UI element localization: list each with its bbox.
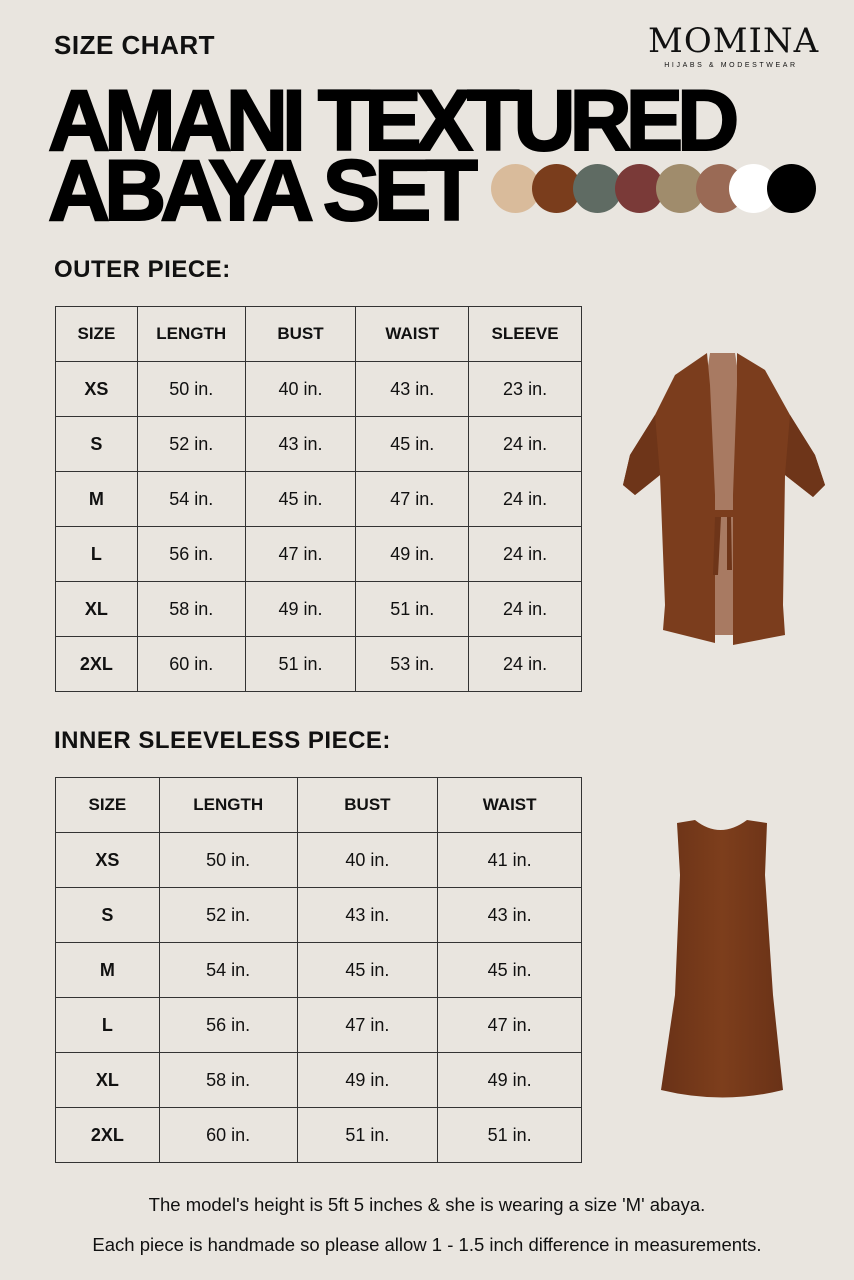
page-title-line-2: ABAYA SET [47,143,479,239]
table-row: S 52 in. 43 in. 43 in. [55,887,582,943]
measurement-cell: 45 in. [296,942,439,998]
measurement-cell: 51 in. [355,581,470,637]
measurement-cell: 47 in. [296,997,439,1053]
measurement-cell: 51 in. [437,1107,582,1163]
inner-size-table: SIZE LENGTH BUST WAIST XS 50 in. 40 in. 41 in. S… [55,777,582,1163]
size-cell: L [55,997,160,1053]
measurement-cell: 47 in. [355,471,470,527]
column-header: SIZE [55,777,160,833]
size-cell: XL [55,581,138,637]
measurement-cell: 43 in. [355,361,470,417]
outer-abaya-illustration [623,353,825,645]
measurement-cell: 54 in. [158,942,298,998]
inner-dress-illustration [661,820,783,1098]
model-height-note: The model's height is 5ft 5 inches & she… [148,1194,706,1215]
measurement-cell: 45 in. [437,942,582,998]
table-row: XL 58 in. 49 in. 51 in. 24 in. [55,581,582,637]
table-header-row: SIZE LENGTH BUST WAIST SLEEVE [55,306,582,362]
measurement-cell: 24 in. [468,471,582,527]
table-row: XS 50 in. 40 in. 41 in. [55,832,582,888]
table-row: S 52 in. 43 in. 45 in. 24 in. [55,416,582,472]
table-row: XL 58 in. 49 in. 49 in. [55,1052,582,1108]
color-swatch [491,164,540,213]
measurement-cell: 50 in. [158,832,298,888]
table-row: 2XL 60 in. 51 in. 53 in. 24 in. [55,636,582,692]
size-cell: L [55,526,138,582]
color-swatch [532,164,581,213]
measurement-cell: 47 in. [244,526,357,582]
logo-wordmark: MOMINA [648,21,820,61]
table-header-row: SIZE LENGTH BUST WAIST [55,777,582,833]
measurement-cell: 56 in. [136,526,246,582]
table-row: L 56 in. 47 in. 47 in. [55,997,582,1053]
size-cell: M [55,471,138,527]
measurement-cell: 45 in. [244,471,357,527]
logo-tagline: HIJABS & MODESTWEAR [664,62,798,69]
column-header: SLEEVE [468,306,582,362]
outer-piece-heading: OUTER PIECE: [54,256,231,283]
measurement-cell: 50 in. [136,361,246,417]
size-cell: XL [55,1052,160,1108]
measurement-cell: 43 in. [244,416,357,472]
table-row: 2XL 60 in. 51 in. 51 in. [55,1107,582,1163]
measurement-cell: 60 in. [136,636,246,692]
measurement-cell: 60 in. [158,1107,298,1163]
measurement-cell: 43 in. [437,887,582,943]
measurement-cell: 49 in. [244,581,357,637]
measurement-cell: 56 in. [158,997,298,1053]
table-row: M 54 in. 45 in. 47 in. 24 in. [55,471,582,527]
measurement-cell: 51 in. [244,636,357,692]
measurement-cell: 40 in. [244,361,357,417]
measurement-cell: 52 in. [158,887,298,943]
table-row: XS 50 in. 40 in. 43 in. 23 in. [55,361,582,417]
measurement-cell: 43 in. [296,887,439,943]
measurement-cell: 53 in. [355,636,470,692]
column-header: SIZE [55,306,138,362]
measurement-cell: 24 in. [468,636,582,692]
measurement-cell: 58 in. [136,581,246,637]
measurement-cell: 58 in. [158,1052,298,1108]
color-swatch [615,164,664,213]
size-chart-label: SIZE CHART [54,30,215,60]
size-cell: S [55,416,138,472]
page-title-line-1: AMANI TEXTURED [47,73,740,169]
table-row: L 56 in. 47 in. 49 in. 24 in. [55,526,582,582]
brand-logo: MOMINA HIJABS & MODESTWEAR [648,21,820,69]
column-header: WAIST [355,306,470,362]
column-header: LENGTH [136,306,246,362]
table-row: M 54 in. 45 in. 45 in. [55,942,582,998]
column-header: BUST [296,777,439,833]
handmade-note: Each piece is handmade so please allow 1… [92,1234,762,1255]
size-cell: M [55,942,160,998]
measurement-cell: 49 in. [355,526,470,582]
size-cell: 2XL [55,1107,160,1163]
measurement-cell: 24 in. [468,526,582,582]
measurement-cell: 49 in. [437,1052,582,1108]
measurement-cell: 49 in. [296,1052,439,1108]
measurement-cell: 54 in. [136,471,246,527]
column-header: LENGTH [158,777,298,833]
column-header: BUST [244,306,357,362]
size-cell: XS [55,832,160,888]
measurement-cell: 23 in. [468,361,582,417]
column-header: WAIST [437,777,582,833]
color-swatch [767,164,816,213]
measurement-cell: 52 in. [136,416,246,472]
size-cell: XS [55,361,138,417]
color-swatch [573,164,622,213]
size-cell: 2XL [55,636,138,692]
inner-piece-heading: INNER SLEEVELESS PIECE: [54,727,391,754]
size-cell: S [55,887,160,943]
measurement-cell: 24 in. [468,581,582,637]
outer-size-table: SIZE LENGTH BUST WAIST SLEEVE XS 50 in. 40 in. 4… [55,306,582,692]
measurement-cell: 40 in. [296,832,439,888]
measurement-cell: 51 in. [296,1107,439,1163]
measurement-cell: 47 in. [437,997,582,1053]
measurement-cell: 41 in. [437,832,582,888]
measurement-cell: 45 in. [355,416,470,472]
measurement-cell: 24 in. [468,416,582,472]
